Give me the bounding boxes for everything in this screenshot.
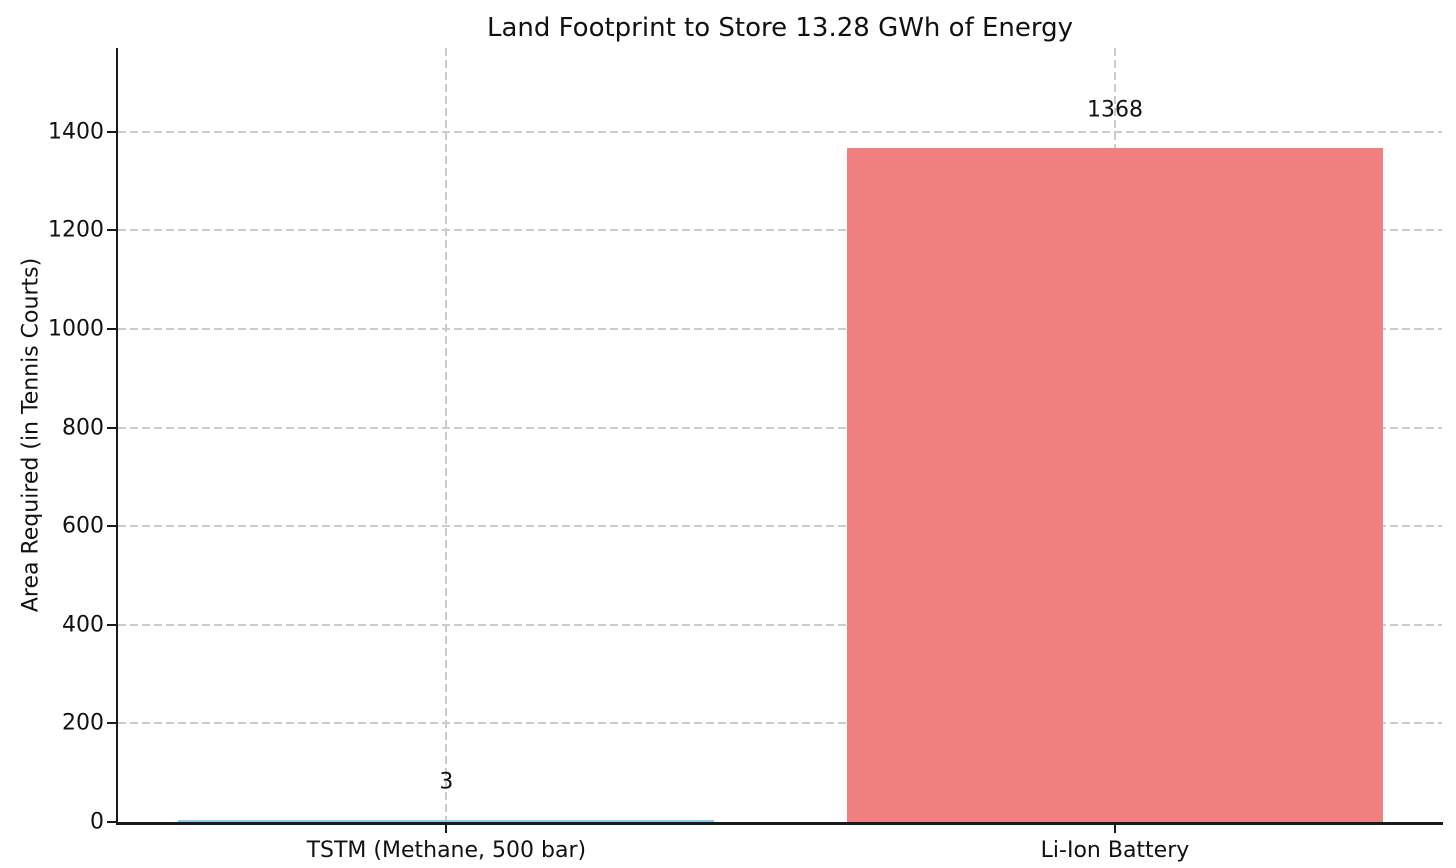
h-gridline — [118, 328, 1442, 330]
bar-value-label: 3 — [439, 769, 454, 795]
h-gridline — [118, 130, 1442, 133]
bar — [846, 147, 1384, 822]
x-tick-label: TSTM (Methane, 500 bar) — [306, 838, 587, 863]
y-tick-label: 600 — [62, 513, 104, 539]
v-gridline — [445, 48, 448, 822]
h-gridline — [118, 525, 1442, 528]
y-tick-label: 200 — [62, 710, 104, 736]
y-tick-label: 1400 — [48, 119, 104, 145]
y-tick-mark — [107, 821, 116, 823]
x-axis-spine — [116, 822, 1443, 825]
h-gridline — [118, 722, 1442, 725]
x-tick-mark — [1113, 824, 1116, 833]
h-gridline — [118, 229, 1442, 232]
y-axis-spine — [116, 48, 118, 824]
h-gridline — [118, 623, 1442, 626]
y-tick-mark — [107, 722, 116, 725]
y-tick-label: 800 — [62, 415, 104, 441]
y-tick-label: 400 — [62, 612, 104, 638]
y-tick-mark — [107, 426, 116, 429]
chart-title: Land Footprint to Store 13.28 GWh of Ene… — [486, 13, 1074, 43]
plot-area: 0 200 400 600 800 1000 1200 1400 3 TSTM (Methane,… — [48, 48, 1443, 863]
x-tick-label: Li-Ion Battery — [1040, 838, 1190, 863]
y-tick-mark — [107, 229, 116, 232]
y-axis-label: Area Required (in Tennis Courts) — [18, 257, 44, 613]
bar — [178, 820, 715, 822]
y-tick-mark — [107, 623, 116, 626]
y-tick-label: 1200 — [48, 217, 104, 243]
y-tick-label: 1000 — [48, 316, 104, 342]
y-tick-mark — [107, 130, 116, 133]
y-tick-mark — [107, 525, 116, 528]
h-gridline — [118, 426, 1442, 429]
y-tick-label: 0 — [90, 809, 104, 835]
y-tick-mark — [107, 328, 116, 330]
bar-value-label: 1368 — [1086, 97, 1143, 123]
x-tick-mark — [445, 824, 448, 833]
